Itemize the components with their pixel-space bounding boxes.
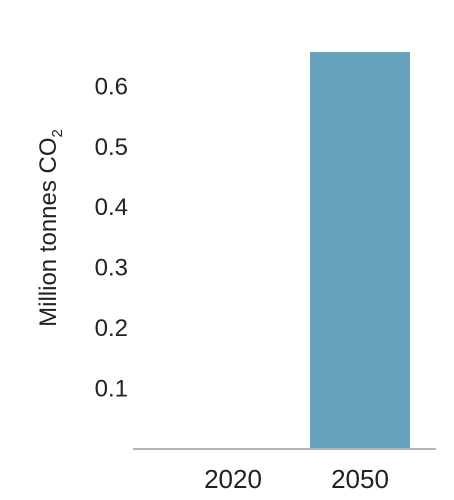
y-axis-title-subscript: 2 bbox=[49, 129, 66, 137]
y-tick-label: 0.3 bbox=[95, 255, 128, 282]
x-tick-label-2050: 2050 bbox=[331, 464, 389, 494]
y-tick-label: 0.5 bbox=[95, 134, 128, 161]
bars bbox=[310, 52, 410, 449]
bar-2050 bbox=[310, 52, 410, 449]
y-tick-label: 0.1 bbox=[95, 376, 128, 403]
y-axis-ticks: 0.1 0.2 0.3 0.4 0.5 0.6 bbox=[95, 73, 128, 402]
y-axis-title: Million tonnes CO2 bbox=[35, 129, 66, 327]
y-tick-label: 0.2 bbox=[95, 315, 128, 342]
x-tick-label-2020: 2020 bbox=[204, 464, 262, 494]
y-axis-title-main: Million tonnes CO bbox=[35, 137, 62, 326]
x-axis-labels: 2020 2050 bbox=[204, 464, 389, 494]
y-tick-label: 0.6 bbox=[95, 73, 128, 100]
y-tick-label: 0.4 bbox=[95, 194, 128, 221]
